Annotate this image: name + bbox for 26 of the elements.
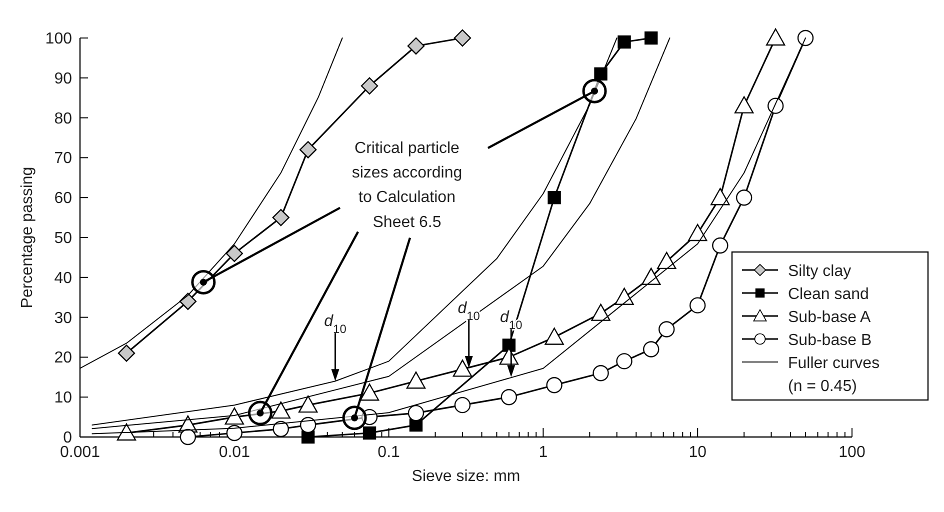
x-tick-label: 100	[838, 444, 866, 461]
y-axis-title: Percentage passing	[19, 166, 36, 308]
y-tick-label: 0	[63, 430, 72, 446]
legend-label: Fuller curves (n = 0.45)	[788, 355, 880, 395]
y-tick-label: 50	[54, 230, 72, 247]
annotation: Critical particle sizes according to Calculation Sheet 6.5	[352, 140, 462, 231]
y-tick-label: 60	[54, 190, 72, 208]
x-tick-label: 0.001	[60, 444, 100, 461]
y-tick-label: 70	[54, 150, 72, 168]
annotation: d$_{10}$	[324, 313, 347, 336]
y-tick-label: 80	[54, 110, 72, 128]
x-tick-label: 1	[538, 444, 548, 461]
y-tick-label: 10	[54, 390, 72, 407]
y-tick-label: 90	[54, 70, 72, 88]
y-tick-label: 30	[54, 310, 72, 327]
y-tick-label: 20	[54, 350, 72, 367]
legend-label: Clean sand	[788, 286, 869, 303]
legend-label: Sub-base A	[788, 309, 872, 326]
x-tick-label: 0.1	[378, 444, 400, 461]
x-axis-title: Sieve size: mm	[412, 468, 520, 485]
legend-label: Sub-base B	[788, 332, 872, 349]
legend-label: Silty clay	[788, 263, 852, 280]
y-tick-label: 40	[54, 270, 72, 287]
x-tick-label: 0.01	[218, 444, 250, 461]
y-tick-label: 100	[45, 30, 72, 48]
x-tick-label: 10	[688, 444, 707, 461]
